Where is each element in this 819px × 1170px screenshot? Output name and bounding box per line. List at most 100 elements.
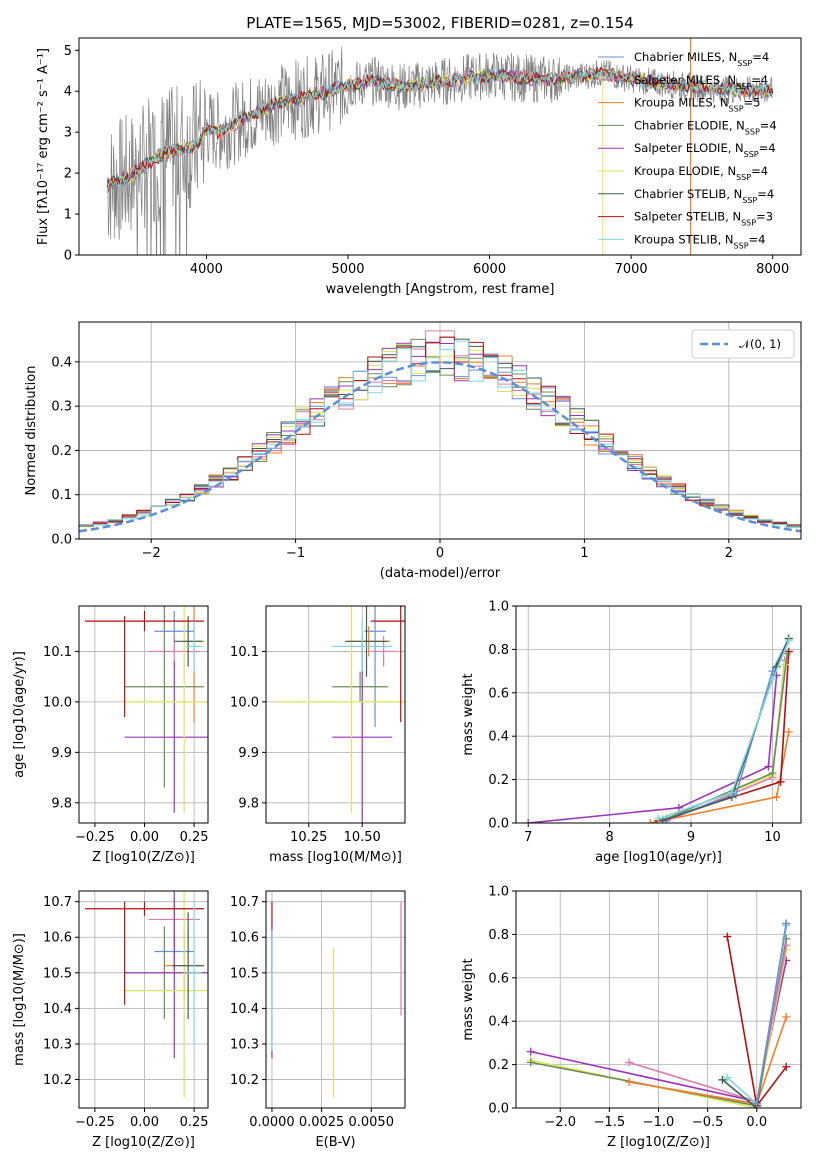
weight-point xyxy=(782,1012,791,1021)
hist-legend-label: 𝒩(0, 1) xyxy=(739,337,781,351)
legend-entry-name: Salpeter ELODIE, N xyxy=(634,141,744,155)
x-tick-label: −2 xyxy=(142,546,161,561)
y-tick-label: 10.1 xyxy=(43,645,72,660)
legend-entry-sub: SSP xyxy=(737,59,752,68)
legend-entry: Chabrier STELIB, NSSP=4 xyxy=(634,187,774,205)
hist-legend-box xyxy=(691,329,795,359)
y-tick-label: 0.3 xyxy=(51,400,72,415)
x-tick-label: 0.25 xyxy=(180,830,209,845)
legend-entry-sub: SSP xyxy=(729,104,744,113)
legend-entry: Chabrier ELODIE, NSSP=4 xyxy=(634,118,777,136)
x-tick-label: 8000 xyxy=(756,262,789,277)
axes-frame xyxy=(265,890,406,1109)
weight-point xyxy=(782,919,791,928)
weight-point xyxy=(783,649,792,658)
x-tick-label: 0.0000 xyxy=(249,1115,295,1130)
legend-entry: Chabrier MILES, NSSP=4 xyxy=(634,50,769,68)
weight-point xyxy=(782,1062,791,1071)
weight-point xyxy=(654,814,663,823)
legend-entry-tail: =4 xyxy=(759,141,776,155)
x-axis-label: E(B-V) xyxy=(315,1135,355,1150)
x-tick-label: −1.5 xyxy=(594,1115,626,1130)
legend-entry: Salpeter ELODIE, NSSP=4 xyxy=(634,141,776,159)
x-tick-label: −1.0 xyxy=(643,1115,675,1130)
y-tick-label: 10.3 xyxy=(43,1037,72,1052)
y-tick-label: 10.2 xyxy=(43,1073,72,1088)
panel-weight_vs_age: 7 8 9 10 0.0 0.2 0.4 0.6 0.8 1.0 age [log10(age/yr… xyxy=(461,600,802,865)
x-tick-label: 0.0025 xyxy=(299,1115,345,1130)
x-axis-label: wavelength [Angstrom, rest frame] xyxy=(326,282,555,297)
axes-frame xyxy=(265,605,406,824)
y-tick-label: 4 xyxy=(64,85,72,100)
y-tick-label: 5 xyxy=(64,44,72,59)
y-tick-label: 10.6 xyxy=(230,931,259,946)
y-tick-label: 0.1 xyxy=(51,488,72,503)
axes-frame xyxy=(515,890,802,1109)
legend-entry-sub: SSP xyxy=(736,173,751,182)
weight-point xyxy=(723,1073,732,1082)
y-tick-label: 0.8 xyxy=(488,928,509,943)
plot-area xyxy=(524,634,793,823)
x-tick-label: 0.0050 xyxy=(348,1115,394,1130)
x-axis-label: Z [log10(Z/Z⊙)] xyxy=(92,1135,195,1150)
y-tick-label: 9.9 xyxy=(238,746,259,761)
axes-frame xyxy=(515,605,802,824)
legend-entry-tail: =4 xyxy=(752,50,769,64)
y-tick-label: 0.2 xyxy=(488,1058,509,1073)
legend-entry-name: Chabrier ELODIE, N xyxy=(634,118,745,132)
weight-point xyxy=(780,660,789,669)
y-tick-label: 1.0 xyxy=(488,885,509,900)
x-tick-label: −0.25 xyxy=(75,830,115,845)
normal-curve xyxy=(79,361,801,533)
x-tick-label: 0.25 xyxy=(180,1115,209,1130)
x-tick-label: 8 xyxy=(606,830,614,845)
panel-residuals: −2 −1 0 1 2 0.0 0.1 0.2 0.3 0.4 (data-model)/error… xyxy=(24,321,802,581)
y-tick-label: 1 xyxy=(64,208,72,223)
weight-point xyxy=(752,1099,761,1108)
weight-point xyxy=(727,788,736,797)
weight-point xyxy=(718,1075,727,1084)
plot-area xyxy=(84,606,208,813)
y-tick-label: 10.4 xyxy=(230,1002,259,1017)
legend-entry-name: Chabrier STELIB, N xyxy=(634,187,742,201)
y-tick-label: 10.6 xyxy=(43,931,72,946)
y-tick-label: 10.5 xyxy=(43,966,72,981)
legend-entry-tail: =4 xyxy=(760,118,777,132)
panel-mass_vs_Z: −0.25 0.00 0.25 10.2 10.3 10.4 10.5 10.6 10.7 Z [… xyxy=(12,890,209,1150)
plot-area xyxy=(79,330,801,533)
y-tick-label: 9.9 xyxy=(51,746,72,761)
y-tick-label: 0.2 xyxy=(488,773,509,788)
legend-entry-sub: SSP xyxy=(745,127,760,136)
legend-entry-tail: =4 xyxy=(751,73,768,87)
legend-entry-tail: =3 xyxy=(756,210,773,224)
axes-frame xyxy=(78,37,802,256)
weight-point xyxy=(772,792,781,801)
legend-entry-name: Kroupa STELIB, N xyxy=(634,232,734,246)
axes-frame xyxy=(78,321,802,540)
weight-point xyxy=(674,803,683,812)
plot-area xyxy=(276,606,405,823)
y-tick-label: 0 xyxy=(64,249,72,264)
panel-age_vs_Z: −0.25 0.00 0.25 9.8 9.9 10.0 10.1 Z [log10(Z/Z⊙… xyxy=(12,605,209,865)
legend-entry-tail: =5 xyxy=(744,96,761,110)
y-tick-label: 0.2 xyxy=(51,444,72,459)
legend-entry-sub: SSP xyxy=(741,218,756,227)
legend-entry-tail: =4 xyxy=(749,232,766,246)
weight-point xyxy=(776,777,785,786)
weight-point xyxy=(526,1058,535,1067)
panel-mass_vs_ebv: 0.0000 0.0025 0.0050 10.2 10.3 10.4 10.5 10.6 10… xyxy=(230,890,406,1150)
legend-entry-sub: SSP xyxy=(742,195,757,204)
x-tick-label: 7000 xyxy=(615,262,648,277)
x-tick-label: 0 xyxy=(436,546,444,561)
x-tick-label: 0.0 xyxy=(746,1115,767,1130)
x-tick-label: 1 xyxy=(580,546,588,561)
panel-age_vs_mass: 10.25 10.50 9.8 9.9 10.0 10.1 mass [log10(M/M⊙… xyxy=(230,605,406,865)
y-tick-label: 3 xyxy=(64,126,72,141)
legend-entry-sub: SSP xyxy=(736,81,751,90)
x-tick-label: 7 xyxy=(524,830,532,845)
y-tick-label: 9.8 xyxy=(51,796,72,811)
weight-point xyxy=(646,819,655,823)
plot-area xyxy=(106,38,774,255)
x-tick-label: 10 xyxy=(764,830,781,845)
